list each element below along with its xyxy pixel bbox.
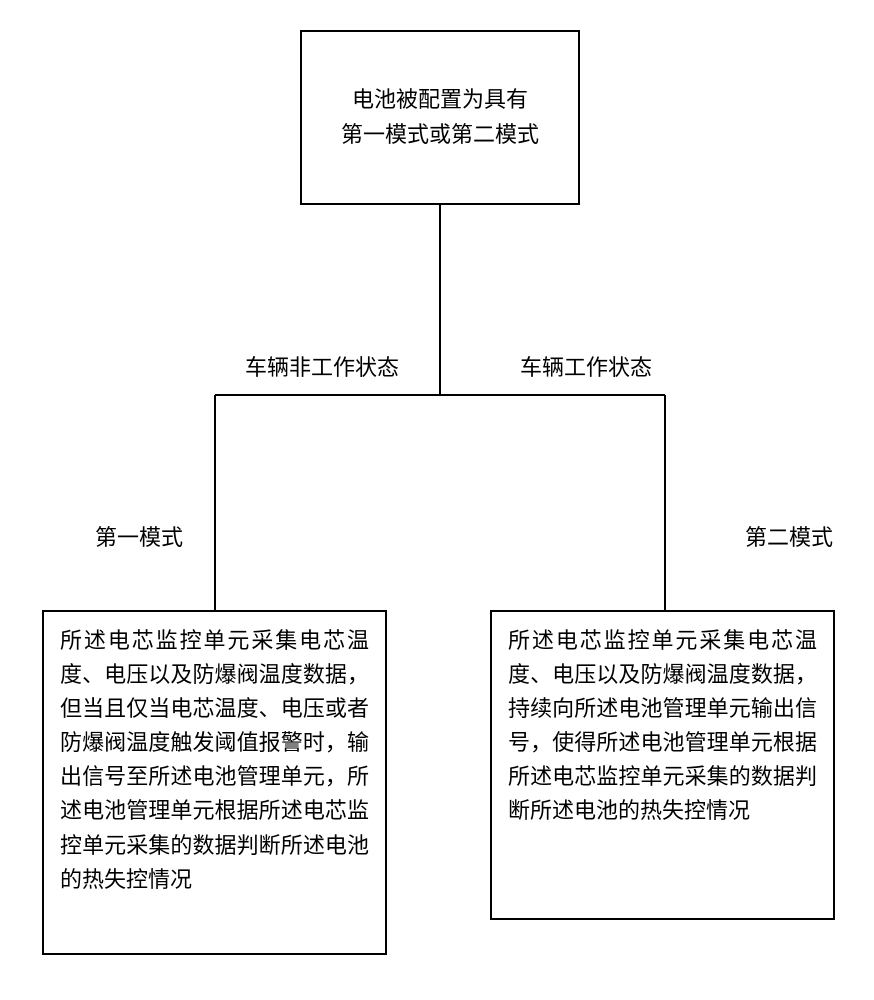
edge-label-non-working: 车辆非工作状态 (245, 350, 399, 382)
node-left-text: 所述电芯监控单元采集电芯温度、电压以及防爆阀温度数据，但当且仅当电芯温度、电压或… (60, 624, 369, 897)
edge-label-mode2: 第二模式 (745, 520, 833, 552)
node-right: 所述电芯监控单元采集电芯温度、电压以及防爆阀温度数据，持续向所述电池管理单元输出… (490, 610, 835, 920)
flowchart-canvas: 电池被配置为具有 第一模式或第二模式 所述电芯监控单元采集电芯温度、电压以及防爆… (0, 0, 874, 1000)
edge-label-working: 车辆工作状态 (520, 350, 652, 382)
node-top: 电池被配置为具有 第一模式或第二模式 (300, 30, 580, 205)
node-top-text: 电池被配置为具有 第一模式或第二模式 (341, 83, 539, 151)
edge-label-mode1: 第一模式 (95, 520, 183, 552)
node-left: 所述电芯监控单元采集电芯温度、电压以及防爆阀温度数据，但当且仅当电芯温度、电压或… (42, 610, 387, 955)
node-right-text: 所述电芯监控单元采集电芯温度、电压以及防爆阀温度数据，持续向所述电池管理单元输出… (508, 624, 817, 829)
